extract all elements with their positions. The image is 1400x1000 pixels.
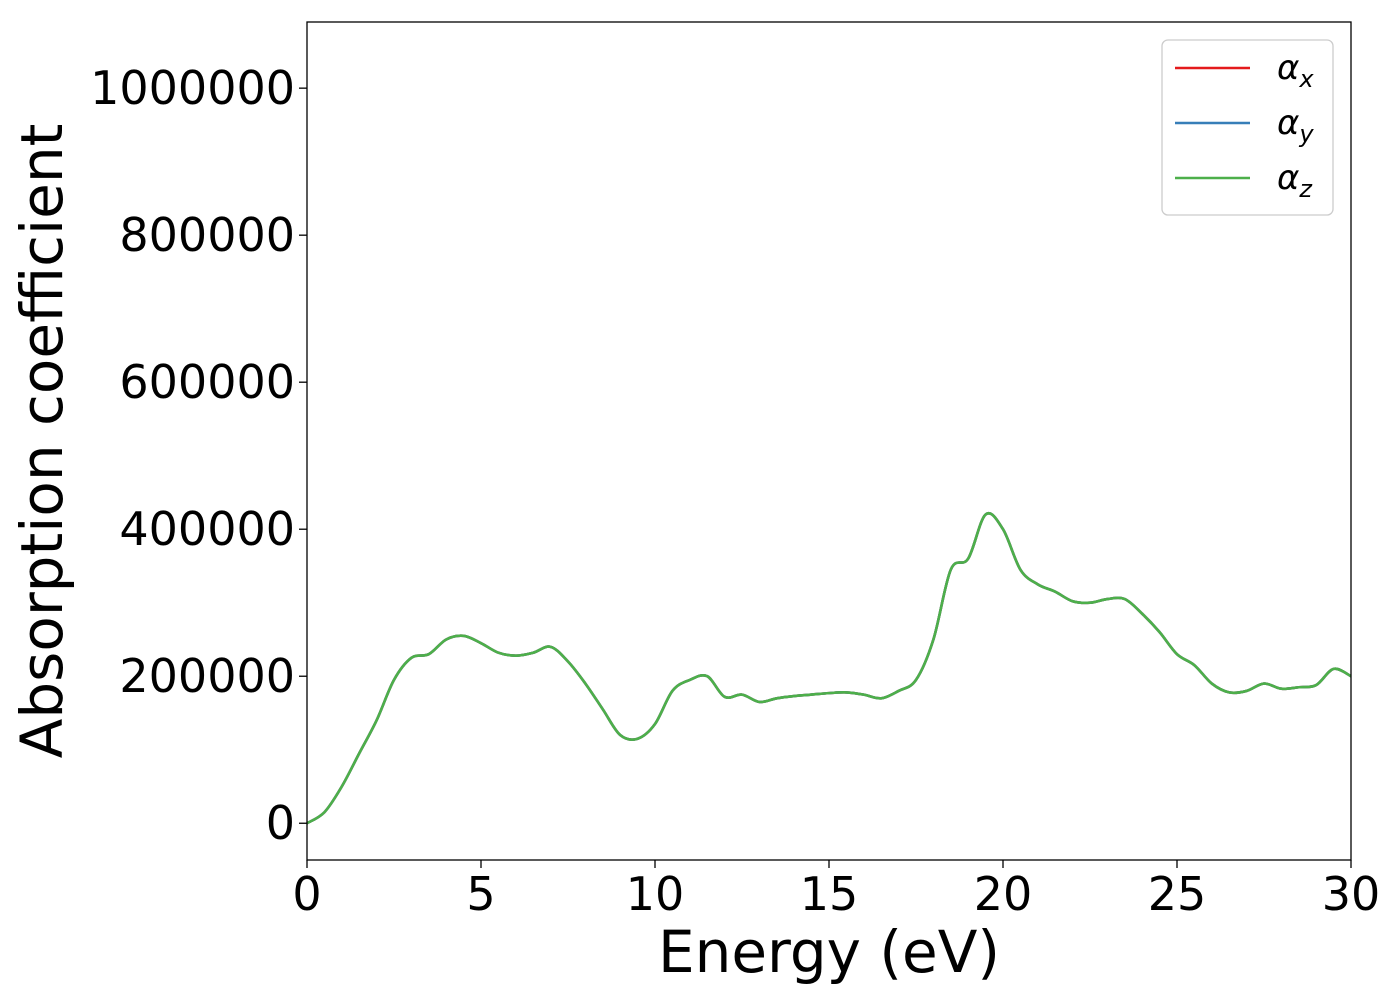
legend-entry-y: αy: [1277, 103, 1314, 148]
legend-subscript: z: [1298, 175, 1313, 203]
x-tick-label: 30: [1322, 867, 1381, 921]
x-tick-label: 25: [1148, 867, 1207, 921]
series-line-x: [306, 512, 1352, 825]
legend-subscript: y: [1298, 120, 1314, 148]
y-tick-label: 200000: [119, 649, 295, 703]
y-tick-label: 800000: [119, 208, 295, 262]
legend-entry-x: αx: [1277, 48, 1314, 93]
legend-entry-z: αz: [1277, 158, 1313, 203]
y-tick-label: 600000: [119, 355, 295, 409]
legend-subscript: x: [1298, 65, 1314, 93]
series-line-z: [306, 512, 1352, 825]
series-layer: [306, 512, 1352, 825]
legend-symbol: α: [1277, 158, 1299, 198]
legend-symbol: α: [1277, 48, 1299, 88]
y-tick-label: 400000: [119, 502, 295, 556]
x-tick-label: 10: [626, 867, 685, 921]
x-tick-label: 5: [466, 867, 495, 921]
series-line-y: [306, 512, 1352, 825]
x-tick-label: 0: [292, 867, 321, 921]
y-axis-label: Absorption coefficient: [8, 124, 76, 759]
x-tick-label: 20: [974, 867, 1033, 921]
x-axis-label: Energy (eV): [658, 918, 1000, 986]
x-tick-label: 15: [800, 867, 859, 921]
y-axis: 0 200000 400000 600000 800000 1000000: [90, 61, 307, 850]
legend-box: [1161, 39, 1334, 216]
y-tick-label: 0: [266, 796, 295, 850]
y-tick-label: 1000000: [90, 61, 295, 115]
legend-symbol: α: [1277, 103, 1299, 143]
x-axis: 0 5 10 15 20 25 30: [292, 860, 1380, 921]
